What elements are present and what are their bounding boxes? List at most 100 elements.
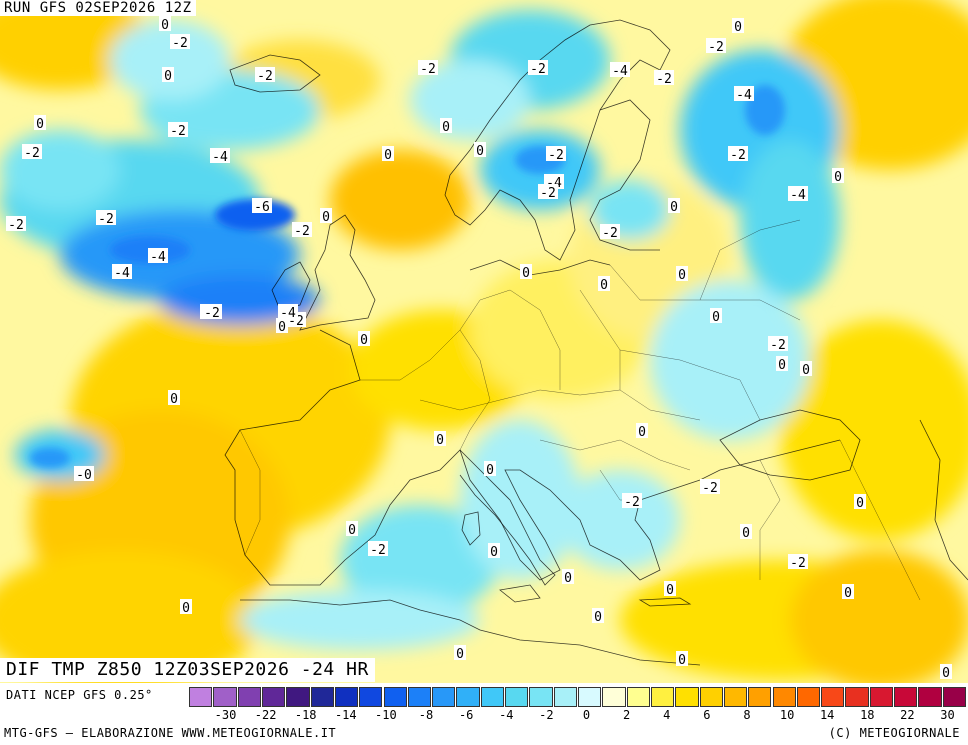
isoline-label: 0 — [742, 526, 750, 541]
isoline-label: 0 — [600, 278, 608, 293]
isoline-label-bg — [788, 554, 808, 569]
isoline-label: -2 — [602, 226, 618, 241]
isoline-label: -4 — [150, 250, 166, 265]
isoline-label: -2 — [204, 306, 220, 321]
legend-tick: -6 — [458, 708, 474, 722]
isoline-label-bg — [636, 423, 648, 438]
color-legend — [189, 687, 967, 707]
isoline-label-bg — [159, 16, 171, 31]
isoline-label: -4 — [114, 266, 130, 281]
isoline-label: 0 — [564, 571, 572, 586]
legend-swatch — [456, 687, 480, 707]
isoline-label: 0 — [522, 266, 530, 281]
isoline-label-bg — [170, 34, 190, 49]
isoline-label-bg — [180, 599, 192, 614]
isoline-label-bg — [546, 146, 566, 161]
isoline-label: 0 — [670, 200, 678, 215]
isoline-label: 0 — [802, 363, 810, 378]
legend-swatch — [505, 687, 529, 707]
isoline-label-bg — [740, 524, 752, 539]
isoline-label-bg — [6, 216, 26, 231]
isoline-label: 0 — [348, 523, 356, 538]
legend-swatch — [821, 687, 845, 707]
isoline-label-bg — [382, 146, 394, 161]
isoline-label-bg — [734, 86, 754, 101]
field-label: DIF TMP Z850 12Z03SEP2026 -24 HR — [0, 658, 375, 682]
isoline-label-bg — [788, 186, 808, 201]
legend-swatch — [529, 687, 553, 707]
legend-tick: -18 — [294, 708, 317, 722]
isoline-label-bg — [664, 581, 676, 596]
isoline-label: 0 — [942, 666, 950, 681]
isoline-label-bg — [440, 118, 452, 133]
legend-swatch — [796, 687, 821, 707]
legend-swatch — [772, 687, 796, 707]
isoline-label: 0 — [360, 333, 368, 348]
isoline-label: 0 — [161, 18, 169, 33]
legend-swatch — [189, 687, 213, 707]
isoline-label-bg — [732, 18, 744, 33]
isoline-label: 0 — [678, 653, 686, 668]
isoline-label: 0 — [856, 496, 864, 511]
legend-tick: -8 — [418, 708, 434, 722]
credit-left: MTG-GFS — ELABORAZIONE WWW.METEOGIORNALE… — [4, 726, 337, 740]
legend-swatch — [237, 687, 261, 707]
legend-tick: -10 — [375, 708, 397, 722]
isoline-label-bg — [168, 122, 188, 137]
legend-tick: 10 — [779, 708, 795, 722]
legend-swatch — [723, 687, 748, 707]
isoline-label: 0 — [278, 320, 286, 335]
isoline-label: -4 — [612, 64, 628, 79]
legend-swatch — [602, 687, 626, 707]
legend-swatch — [845, 687, 869, 707]
isoline-label-bg — [520, 264, 532, 279]
legend-swatch — [383, 687, 407, 707]
isoline-label: 0 — [322, 210, 330, 225]
isoline-label-bg — [562, 569, 574, 584]
isoline-label: -2 — [370, 543, 386, 558]
isoline-label: -2 — [540, 186, 556, 201]
legend-swatch — [748, 687, 772, 707]
legend-swatch — [432, 687, 456, 707]
isoline-label-bg — [598, 276, 610, 291]
isoline-label: 0 — [712, 310, 720, 325]
isoline-label-bg — [610, 62, 630, 77]
isoline-label-bg — [706, 38, 726, 53]
legend-swatch — [942, 687, 966, 707]
legend-tick: 4 — [663, 708, 671, 722]
legend-swatch — [869, 687, 894, 707]
isoline-label: 0 — [36, 117, 44, 132]
isoline-label-bg — [346, 521, 358, 536]
isoline-label: 0 — [678, 268, 686, 283]
isoline-label-bg — [210, 148, 230, 163]
isoline-label: -2 — [656, 72, 672, 87]
isoline-label: -2 — [730, 148, 746, 163]
isoline-label: 0 — [476, 144, 484, 159]
isoline-label: -6 — [254, 200, 270, 215]
isoline-label-bg — [434, 431, 446, 446]
isoline-label-bg — [800, 361, 812, 376]
isoline-label-bg — [368, 541, 388, 556]
legend-tick: 22 — [900, 708, 915, 722]
isoline-label: 0 — [456, 647, 464, 662]
country-borders — [239, 219, 921, 601]
isoline-label-bg — [676, 266, 688, 281]
isoline-label: -2 — [172, 36, 188, 51]
isoline-label-bg — [252, 198, 272, 213]
isoline-label-bg — [710, 308, 722, 323]
legend-swatch — [213, 687, 237, 707]
isoline-label-bg — [654, 70, 674, 85]
isoline-label-bg — [34, 115, 46, 130]
legend-swatch — [675, 687, 699, 707]
isoline-label: -4 — [790, 188, 806, 203]
isoline-label: -2 — [24, 146, 40, 161]
credit-right: (C) METEOGIORNALE — [828, 726, 960, 740]
isoline-label: -2 — [770, 338, 786, 353]
isoline-label-bg — [22, 144, 42, 159]
legend-swatch — [334, 687, 359, 707]
isoline-label: 0 — [594, 610, 602, 625]
data-source-label: DATI NCEP GFS 0.25° — [6, 688, 153, 702]
isoline-label-bg — [418, 60, 438, 75]
isoline-label: 0 — [436, 433, 444, 448]
legend-tick: 2 — [622, 708, 631, 722]
